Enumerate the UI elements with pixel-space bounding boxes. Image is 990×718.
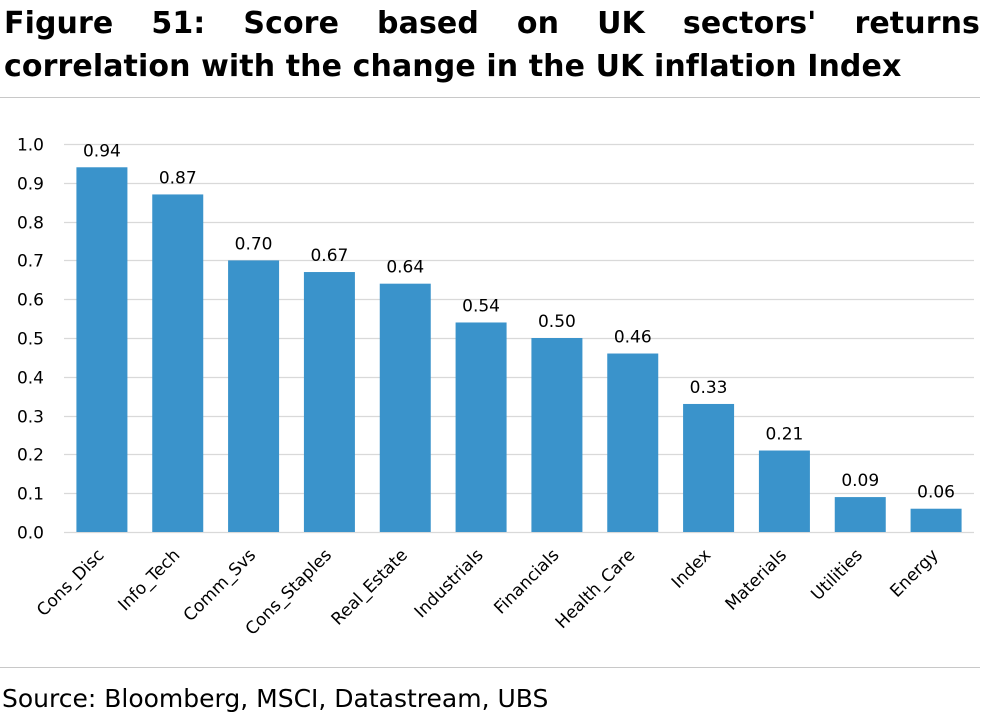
bar-comm-svs xyxy=(228,260,280,532)
data-labels: 0.94 0.87 0.70 0.67 0.64 0.54 0.50 0.46 0.33 0.21… xyxy=(83,141,955,502)
y-tick-label: 0.3 xyxy=(17,408,44,428)
x-tick-label: Financials xyxy=(490,545,563,618)
bar-materials xyxy=(758,450,810,532)
bar-energy xyxy=(910,508,962,532)
x-tick-label: Comm_Svs xyxy=(180,545,260,625)
x-tick-label: Health_Care xyxy=(552,545,639,632)
y-axis-tick-labels: 0.0 0.1 0.2 0.3 0.4 0.5 0.6 0.7 0.8 0.9 1.0 xyxy=(17,136,44,544)
bar-cons-disc xyxy=(76,167,128,532)
top-divider xyxy=(0,97,980,98)
data-label: 0.54 xyxy=(462,296,500,316)
y-tick-label: 0.6 xyxy=(17,291,44,311)
bar-real-estate xyxy=(379,283,431,532)
x-tick-label: Energy xyxy=(886,545,942,601)
x-tick-label: Utilities xyxy=(807,545,866,604)
gridlines xyxy=(64,143,974,534)
y-tick-label: 0.4 xyxy=(17,369,44,389)
y-tick-label: 0.9 xyxy=(17,175,44,195)
bar-index xyxy=(683,403,735,532)
data-label: 0.67 xyxy=(310,246,348,266)
data-label: 0.46 xyxy=(614,328,652,348)
x-tick-label: Index xyxy=(668,545,715,592)
x-tick-label: Cons_Disc xyxy=(33,545,108,620)
y-tick-label: 0.2 xyxy=(17,446,44,466)
data-label: 0.87 xyxy=(159,168,197,188)
y-tick-label: 0.1 xyxy=(17,485,44,505)
data-label: 0.70 xyxy=(235,234,273,254)
x-tick-label: Info_Tech xyxy=(114,545,184,615)
bar-health-care xyxy=(607,353,659,532)
data-label: 0.64 xyxy=(386,258,424,278)
data-label: 0.33 xyxy=(690,378,728,398)
bar-cons-staples xyxy=(303,272,355,532)
x-axis-tick-labels: Cons_Disc Info_TechComm_SvsCons_StaplesRe… xyxy=(33,545,942,639)
bar-chart: 0.00.10.20.30.40.50.60.70.80.91.0 0.940.… xyxy=(17,136,974,640)
bottom-divider xyxy=(0,667,980,668)
bar-industrials xyxy=(455,322,507,532)
x-tick-label: Industrials xyxy=(411,545,488,622)
bar-financials xyxy=(531,338,583,532)
y-tick-label: 0.8 xyxy=(17,214,44,234)
x-tick-label: Materials xyxy=(722,545,791,614)
data-label: 0.09 xyxy=(841,471,879,491)
y-tick-label: 0.0 xyxy=(17,524,44,544)
source-note: Source: Bloomberg, MSCI, Datastream, UBS xyxy=(2,684,549,713)
data-label: 0.50 xyxy=(538,312,576,332)
bar-utilities xyxy=(834,497,886,532)
y-tick-label: 0.5 xyxy=(17,330,44,350)
bars xyxy=(76,167,962,532)
bar-info-tech xyxy=(152,194,204,532)
data-label: 0.06 xyxy=(917,483,955,503)
y-tick-label: 1.0 xyxy=(17,136,44,156)
x-tick-label: Real_Estate xyxy=(328,545,412,629)
figure-title: Figure 51: Score based on UK sectors' re… xyxy=(4,6,980,84)
data-label: 0.21 xyxy=(765,425,803,445)
data-label: 0.94 xyxy=(83,141,121,161)
y-tick-label: 0.7 xyxy=(17,252,44,272)
